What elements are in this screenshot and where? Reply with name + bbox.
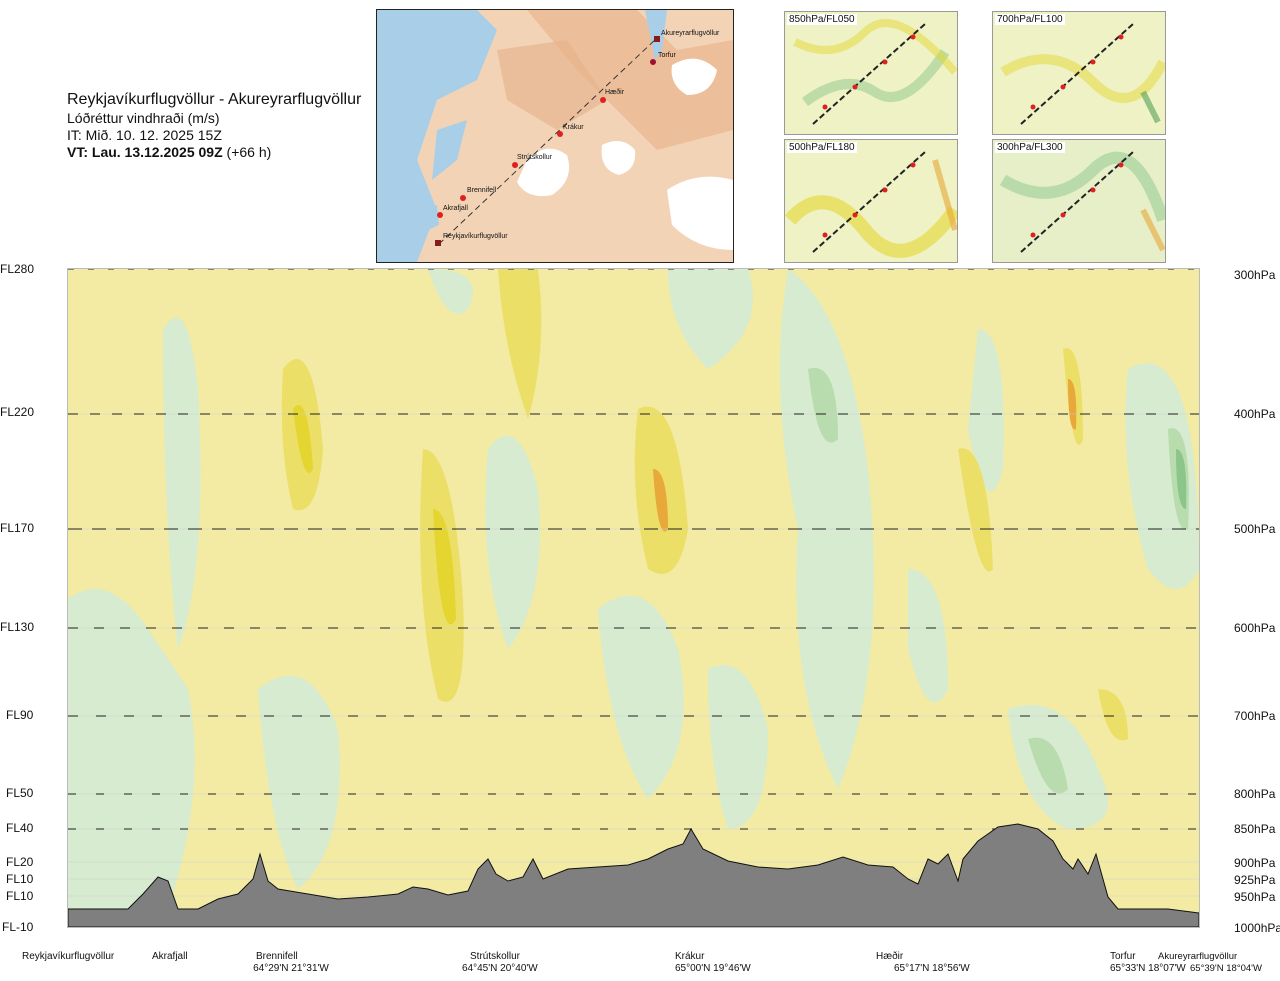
waypoint-name: Torfur <box>1110 951 1136 962</box>
waypoint-akureyri-coord: 65°39'N 18°04'W <box>1190 963 1262 975</box>
yellow-regions <box>281 269 1128 741</box>
waypoint-haedir: Hæðir 65°17'N 18°56'W <box>876 951 970 975</box>
valid-time: VT: Lau. 13.12.2025 09Z (+66 h) <box>67 144 361 161</box>
waypoint-akrafjall: Akrafjall <box>152 951 188 963</box>
waypoint-name: Krákur <box>675 951 705 962</box>
waypoint-torfur: Torfur 65°33'N 18°07'W <box>1110 951 1186 975</box>
mini-map-300: 300hPa/FL300 <box>992 139 1166 263</box>
level-left-fl220: FL220 <box>0 405 35 419</box>
waypoint-krakur: Krákur 65°00'N 19°46'W <box>675 951 751 975</box>
map-point-strutskollur <box>512 162 518 168</box>
level-left-fl280: FL280 <box>0 262 35 276</box>
mini-map-300-graphic <box>993 140 1165 262</box>
waypoint-name: Akureyrarflugvöllur <box>1158 951 1238 962</box>
map-point-brennifell <box>460 195 466 201</box>
map-label-akureyri: Akureyrarflugvöllur <box>661 30 720 37</box>
waypoint-coord: 64°29'N 21°31'W <box>253 963 329 974</box>
valid-offset: (+66 h) <box>222 144 272 160</box>
level-left-fl90: FL90 <box>6 708 34 722</box>
map-label-akrafjall: Akrafjall <box>443 205 468 212</box>
mini-map-850-graphic <box>785 12 957 134</box>
waypoint-name: Strútskollur <box>470 951 521 962</box>
level-right-400: 400hPa <box>1234 407 1276 421</box>
level-right-600: 600hPa <box>1234 621 1276 635</box>
level-right-700: 700hPa <box>1234 709 1276 723</box>
route-map: Akureyrarflugvöllur Torfur Hæðir Krákur … <box>376 9 734 263</box>
waypoint-name: Akrafjall <box>152 951 188 962</box>
waypoint-coord: 65°39'N 18°04'W <box>1190 963 1262 974</box>
map-point-akureyri <box>654 36 660 42</box>
title-block: Reykjavíkurflugvöllur - Akureyrarflugvöl… <box>67 90 361 161</box>
level-left-fl-10: FL-10 <box>2 920 34 934</box>
route-points <box>435 36 660 246</box>
level-right-925: 925hPa <box>1234 873 1276 887</box>
mini-map-700-graphic <box>993 12 1165 134</box>
level-left-fl40: FL40 <box>6 821 34 835</box>
level-right-900: 900hPa <box>1234 856 1276 870</box>
mini-map-700-label: 700hPa/FL100 <box>995 14 1065 25</box>
waypoint-reykjavik: Reykjavíkurflugvöllur <box>22 951 114 963</box>
map-label-haedir: Hæðir <box>605 88 625 96</box>
level-right-1000: 1000hPa <box>1234 921 1280 935</box>
mini-map-500: 500hPa/FL180 <box>784 139 958 263</box>
valid-time-bold: VT: Lau. 13.12.2025 09Z <box>67 144 223 160</box>
waypoint-name: Brennifell <box>256 951 298 962</box>
mini-map-700: 700hPa/FL100 <box>992 11 1166 135</box>
waypoint-brennifell: Brennifell 64°29'N 21°31'W <box>246 951 336 975</box>
map-label-brennifell: Brennifell <box>467 187 497 194</box>
level-left-fl10-a: FL10 <box>6 872 34 886</box>
map-point-akrafjall <box>437 212 443 218</box>
level-left-fl20: FL20 <box>6 855 34 869</box>
level-right-950: 950hPa <box>1234 890 1276 904</box>
level-right-300: 300hPa <box>1234 268 1276 282</box>
map-point-reykjavik <box>435 240 441 246</box>
wind-barbs <box>68 269 1199 830</box>
mini-map-850-label: 850hPa/FL050 <box>787 14 857 25</box>
map-point-torfur <box>650 59 656 65</box>
product-title: Lóðréttur vindhraði (m/s) <box>67 110 220 126</box>
level-left-fl130: FL130 <box>0 620 35 634</box>
terrain-profile <box>68 823 1199 927</box>
waypoint-coord: 65°33'N 18°07'W <box>1110 963 1186 974</box>
issue-time: IT: Mið. 10. 12. 2025 15Z <box>67 127 222 143</box>
level-left-fl50: FL50 <box>6 786 34 800</box>
waypoint-name: Reykjavíkurflugvöllur <box>22 951 115 962</box>
mini-map-500-label: 500hPa/FL180 <box>787 142 857 153</box>
waypoint-coord: 65°00'N 19°46'W <box>675 963 751 974</box>
waypoint-name: Hæðir <box>876 951 904 962</box>
mini-map-300-label: 300hPa/FL300 <box>995 142 1065 153</box>
waypoint-strutskollur: Strútskollur 64°45'N 20°40'W <box>462 951 538 975</box>
level-right-800: 800hPa <box>1234 787 1276 801</box>
map-label-torfur: Torfur <box>658 52 677 59</box>
waypoint-coord: 64°45'N 20°40'W <box>462 963 538 974</box>
map-point-haedir <box>600 97 606 103</box>
waypoint-coord: 65°17'N 18°56'W <box>894 963 970 974</box>
route-title: Reykjavíkurflugvöllur - Akureyrarflugvöl… <box>67 91 362 108</box>
mini-map-500-graphic <box>785 140 957 262</box>
map-label-krakur: Krákur <box>563 124 584 131</box>
level-right-850: 850hPa <box>1234 822 1276 836</box>
level-left-fl170: FL170 <box>0 521 35 535</box>
cross-section-graphic <box>68 269 1199 927</box>
map-point-krakur <box>557 131 563 137</box>
cross-section-plot <box>67 268 1200 928</box>
mini-map-850: 850hPa/FL050 <box>784 11 958 135</box>
map-label-strutskollur: Strútskollur <box>517 154 553 161</box>
level-left-fl10-b: FL10 <box>6 889 34 903</box>
waypoint-akureyri: Akureyrarflugvöllur <box>1158 951 1237 963</box>
level-right-500: 500hPa <box>1234 522 1276 536</box>
route-map-graphic: Akureyrarflugvöllur Torfur Hæðir Krákur … <box>377 10 733 262</box>
map-label-reykjavik: Reykjavíkurflugvöllur <box>443 233 508 240</box>
